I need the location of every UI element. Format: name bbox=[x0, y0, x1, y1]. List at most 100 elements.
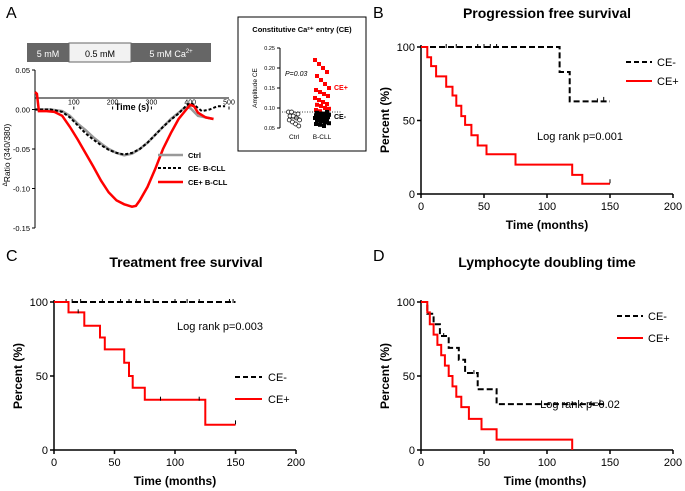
inset-p-value: P=0.03 bbox=[285, 71, 307, 78]
panel-d-x-tick-label: 200 bbox=[664, 457, 682, 469]
inset-y-tick-label: 0.10 bbox=[264, 106, 275, 112]
inset-ce-minus-point bbox=[318, 122, 322, 127]
panel-b-y-tick-label: 50 bbox=[403, 116, 415, 128]
inset-ce-plus-point bbox=[321, 100, 325, 104]
inset-ctrl-point bbox=[295, 111, 301, 117]
panel-d: Lymphocyte doubling time Time (months) P… bbox=[378, 254, 682, 488]
panel-a-x-tick-label: 400 bbox=[184, 100, 196, 107]
panel-b-y-label: Percent (%) bbox=[378, 87, 392, 153]
panel-a-y-tick-label: 0.00 bbox=[15, 106, 30, 115]
panel-d-x-tick-label: 150 bbox=[601, 457, 619, 469]
panel-a-y-tick-label: 0.05 bbox=[15, 66, 30, 75]
panel-a-x-tick-label: 500 bbox=[223, 100, 235, 107]
panel-a-y-tick-label: -0.15 bbox=[13, 224, 30, 233]
inset-ce-minus-point bbox=[314, 113, 318, 118]
inset-y-tick-label: 0.05 bbox=[264, 126, 275, 132]
inset-ce-plus-point bbox=[321, 66, 325, 70]
legend-ce-plus-label: CE+ B-CLL bbox=[188, 178, 228, 187]
inset-ce-plus-point bbox=[319, 78, 323, 82]
inset-ce-plus-label: CE+ bbox=[334, 85, 348, 92]
panel-d-x-tick-label: 50 bbox=[478, 457, 490, 469]
panel-d-curve-ce-plus bbox=[421, 301, 574, 450]
inset-ce-plus-point bbox=[315, 74, 319, 78]
inset-title: Constitutive Ca²⁺ entry (CE) bbox=[252, 25, 352, 34]
panel-c-x-tick-label: 150 bbox=[226, 457, 244, 469]
panel-b-x-label: Time (months) bbox=[506, 218, 588, 232]
panel-c-x-tick-label: 0 bbox=[51, 457, 57, 469]
inset-ce-minus-point bbox=[325, 118, 329, 122]
panel-d-x-tick-label: 0 bbox=[418, 457, 424, 469]
panel-d-curve-ce-minus bbox=[421, 301, 604, 406]
inset-ce-plus-point bbox=[314, 88, 318, 92]
ce-plus-trace bbox=[34, 91, 214, 208]
inset-ce-plus-point bbox=[326, 94, 330, 98]
inset-y-tick-label: 0.20 bbox=[264, 66, 275, 72]
panel-c-x-tick-label: 100 bbox=[166, 457, 184, 469]
panel-c-title: Treatment free survival bbox=[109, 254, 262, 270]
inset-y-tick-label: 0.15 bbox=[264, 86, 275, 92]
panel-c-y-tick-label: 50 bbox=[36, 371, 48, 383]
panel-b-logrank: Log rank p=0.001 bbox=[537, 131, 623, 143]
panel-b-y-tick-label: 0 bbox=[409, 189, 415, 201]
panel-letter-b: B bbox=[373, 5, 384, 22]
panel-c: Treatment free survival Time (months) Pe… bbox=[11, 254, 305, 488]
panel-b-y-tick-label: 100 bbox=[397, 42, 415, 54]
inset-ce-minus-point bbox=[322, 114, 326, 119]
panel-d-y-label: Percent (%) bbox=[378, 343, 392, 409]
panel-a-x-label: Time (s) bbox=[115, 102, 149, 112]
inset-ce-minus-label: CE- bbox=[334, 114, 347, 121]
panel-c-x-label: Time (months) bbox=[134, 474, 216, 488]
inset-ce-plus-point bbox=[313, 58, 317, 62]
inset-ce-plus-point bbox=[323, 82, 327, 86]
inset-ce-plus-point bbox=[319, 104, 323, 108]
inset-ce-minus-point bbox=[327, 121, 331, 126]
inset-ctrl-point bbox=[296, 123, 302, 129]
panel-a-y-tick-label: -0.05 bbox=[13, 145, 30, 154]
panel-d-y-tick-label: 100 bbox=[397, 297, 415, 309]
panel-d-title: Lymphocyte doubling time bbox=[458, 254, 636, 270]
ce-minus-trace bbox=[35, 102, 226, 156]
inset-ce-plus-point bbox=[318, 109, 322, 114]
legend-ce-minus-label: CE- B-CLL bbox=[188, 164, 226, 173]
panel-a-x-tick-label: 200 bbox=[107, 100, 119, 107]
inset-ce-plus-point bbox=[317, 98, 321, 102]
panel-d-legend-ce-minus: CE- bbox=[648, 311, 667, 323]
inset-ce-minus-point bbox=[323, 120, 327, 125]
inset-ce-plus-point bbox=[317, 62, 321, 66]
inset-ctrl-point bbox=[297, 117, 302, 123]
panel-b-x-tick-label: 200 bbox=[664, 201, 682, 213]
panel-b-title: Progression free survival bbox=[463, 5, 631, 21]
panel-a-y-label: ΔRatio (340/380) bbox=[2, 124, 12, 187]
panel-c-x-tick-label: 50 bbox=[108, 457, 120, 469]
protocol-label-3: 5 mM Ca2+ bbox=[149, 49, 193, 59]
panel-a: 5 mM 0.5 mM 5 mM Ca2+ 0.05 0.00 -0.05 -0.10… bbox=[2, 16, 367, 233]
panel-b: Progression free survival Time (months) … bbox=[378, 5, 682, 232]
protocol-label-2: 0.5 mM bbox=[85, 49, 115, 59]
inset-category-ctrl: Ctrl bbox=[289, 134, 300, 141]
panel-letter-c: C bbox=[6, 248, 18, 265]
inset-ce-minus-point bbox=[318, 114, 322, 118]
protocol-label-1: 5 mM bbox=[37, 49, 60, 59]
legend-ctrl-label: Ctrl bbox=[188, 151, 201, 160]
panel-b-x-tick-label: 150 bbox=[601, 201, 619, 213]
inset-ce-plus-point bbox=[313, 96, 317, 100]
panel-d-legend-ce-plus: CE+ bbox=[648, 333, 670, 345]
panel-b-x-tick-label: 100 bbox=[538, 201, 556, 213]
panel-c-logrank: Log rank p=0.003 bbox=[177, 321, 263, 333]
inset-ce-minus-point bbox=[323, 112, 327, 116]
inset-ce-plus-point bbox=[327, 106, 331, 111]
panel-d-x-label: Time (months) bbox=[504, 474, 586, 488]
inset-y-tick-label: 0.25 bbox=[264, 46, 275, 52]
panel-d-y-tick-label: 0 bbox=[409, 445, 415, 457]
inset-frame bbox=[237, 16, 367, 152]
panel-a-y-tick-label: -0.10 bbox=[13, 185, 30, 194]
inset-category-bcll: B-CLL bbox=[313, 134, 332, 141]
protocol-segment-3 bbox=[131, 43, 211, 62]
inset-ce-minus-point bbox=[319, 119, 323, 124]
panel-c-x-tick-label: 200 bbox=[287, 457, 305, 469]
inset-ce-plus-point bbox=[318, 90, 322, 94]
inset-ce-minus-point bbox=[321, 117, 325, 122]
inset-ce-minus-point bbox=[315, 110, 319, 115]
inset-ce-minus-point bbox=[314, 122, 318, 126]
